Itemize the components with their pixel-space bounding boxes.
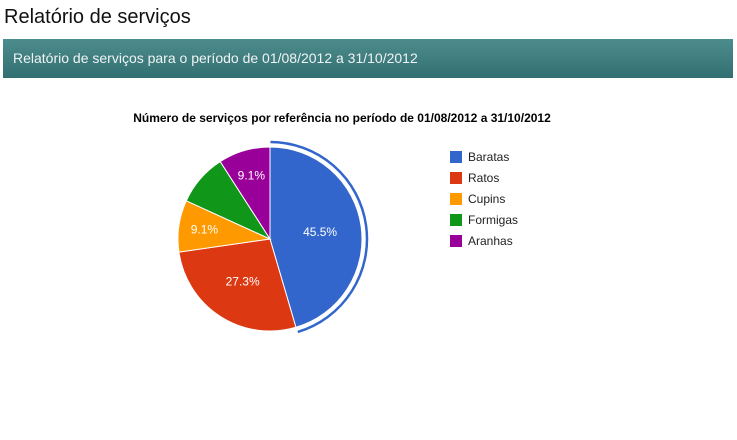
legend-label: Aranhas [468, 233, 513, 248]
pie-slice-aranhas[interactable] [219, 146, 271, 241]
slice-percent-label: 9.1% [191, 223, 219, 237]
legend-label: Baratas [468, 149, 510, 164]
pie-slice-ratos[interactable] [178, 238, 297, 332]
report-period-banner: Relatório de serviços para o período de … [3, 39, 733, 78]
legend-swatch [450, 213, 462, 226]
slice-percent-label: 9.1% [238, 168, 266, 182]
page-title: Relatório de serviços [4, 6, 191, 28]
legend-item-cupins[interactable]: Cupins [450, 188, 518, 209]
legend-swatch [450, 150, 462, 163]
chart-legend: Baratas Ratos Cupins Formigas Aranhas [450, 146, 518, 251]
slice-highlight-ring [270, 140, 369, 334]
pie-slice-baratas[interactable] [269, 146, 363, 328]
legend-label: Ratos [468, 170, 500, 185]
legend-swatch [450, 171, 462, 184]
legend-label: Cupins [468, 191, 506, 206]
legend-label: Formigas [468, 212, 519, 227]
chart-title: Número de serviços por referência no per… [133, 111, 551, 125]
legend-item-baratas[interactable]: Baratas [450, 146, 518, 167]
legend-swatch [450, 234, 462, 247]
legend-item-formigas[interactable]: Formigas [450, 209, 518, 230]
legend-swatch [450, 192, 462, 205]
slice-percent-label: 27.3% [226, 275, 260, 289]
slice-percent-label: 45.5% [303, 225, 337, 239]
legend-item-ratos[interactable]: Ratos [450, 167, 518, 188]
legend-item-aranhas[interactable]: Aranhas [450, 230, 518, 251]
